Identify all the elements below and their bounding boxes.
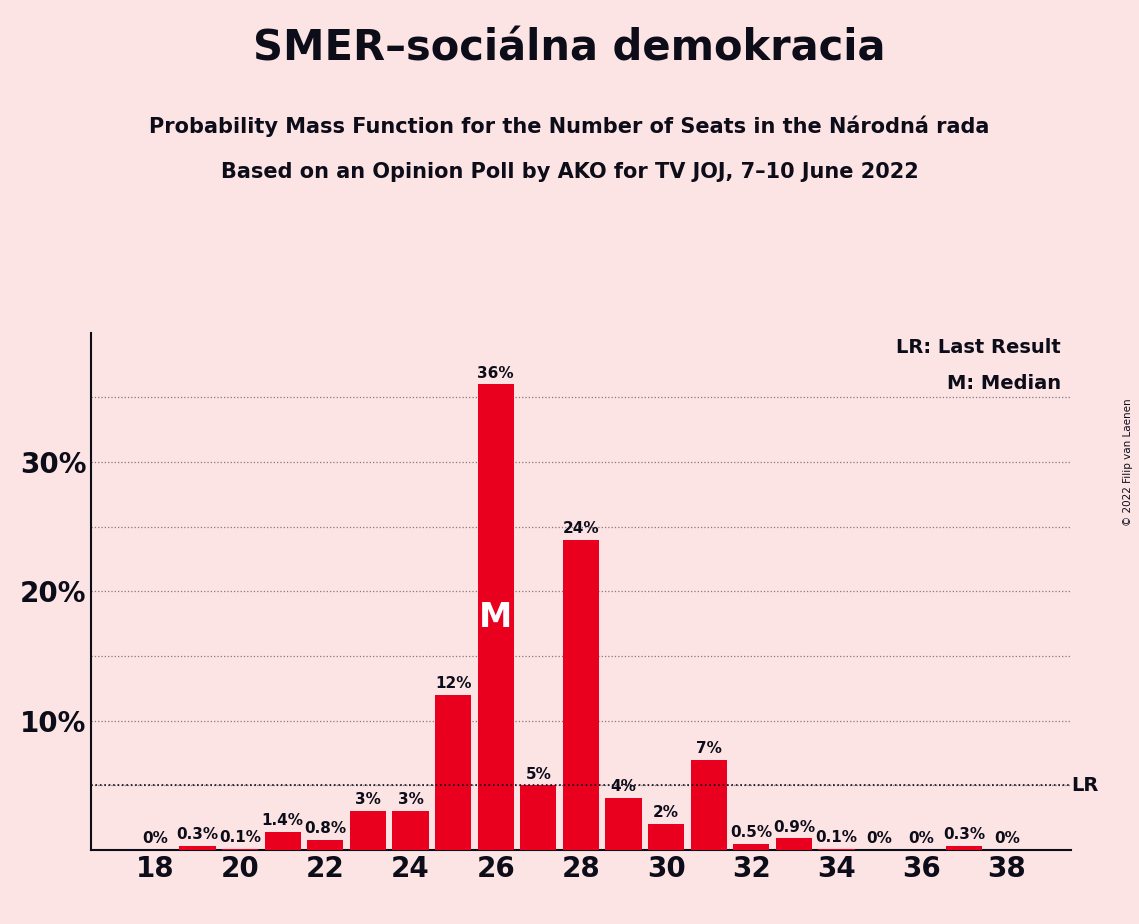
Bar xyxy=(776,838,812,850)
Text: 1.4%: 1.4% xyxy=(262,813,304,828)
Text: M: Median: M: Median xyxy=(947,374,1060,393)
Bar xyxy=(180,846,215,850)
Bar xyxy=(393,811,428,850)
Text: © 2022 Filip van Laenen: © 2022 Filip van Laenen xyxy=(1123,398,1133,526)
Text: Based on an Opinion Poll by AKO for TV JOJ, 7–10 June 2022: Based on an Opinion Poll by AKO for TV J… xyxy=(221,162,918,182)
Text: 0.3%: 0.3% xyxy=(943,827,985,843)
Text: 0.1%: 0.1% xyxy=(219,830,261,845)
Text: LR: Last Result: LR: Last Result xyxy=(896,338,1060,357)
Text: 12%: 12% xyxy=(435,676,472,691)
Text: Probability Mass Function for the Number of Seats in the Národná rada: Probability Mass Function for the Number… xyxy=(149,116,990,137)
Bar xyxy=(264,832,301,850)
Text: 7%: 7% xyxy=(696,741,722,756)
Text: M: M xyxy=(480,601,513,634)
Bar xyxy=(350,811,386,850)
Text: 0%: 0% xyxy=(866,832,892,846)
Text: 0.1%: 0.1% xyxy=(816,830,858,845)
Bar xyxy=(605,798,641,850)
Text: 3%: 3% xyxy=(355,793,380,808)
Text: 2%: 2% xyxy=(653,806,679,821)
Text: 24%: 24% xyxy=(563,521,599,536)
Text: 5%: 5% xyxy=(525,767,551,782)
Bar xyxy=(648,824,685,850)
Bar xyxy=(563,540,599,850)
Text: 0.8%: 0.8% xyxy=(304,821,346,836)
Text: 0.3%: 0.3% xyxy=(177,827,219,843)
Text: SMER–sociálna demokracia: SMER–sociálna demokracia xyxy=(253,28,886,69)
Bar xyxy=(690,760,727,850)
Text: 0.5%: 0.5% xyxy=(730,825,772,840)
Text: 0.9%: 0.9% xyxy=(772,820,814,834)
Bar xyxy=(521,785,556,850)
Text: 36%: 36% xyxy=(477,366,514,381)
Bar xyxy=(308,840,344,850)
Bar xyxy=(435,695,472,850)
Bar xyxy=(477,384,514,850)
Text: LR: LR xyxy=(1072,776,1099,795)
Bar xyxy=(734,844,769,850)
Text: 3%: 3% xyxy=(398,793,424,808)
Bar xyxy=(222,849,259,850)
Bar xyxy=(947,846,982,850)
Text: 0%: 0% xyxy=(909,832,934,846)
Text: 0%: 0% xyxy=(142,832,167,846)
Text: 0%: 0% xyxy=(994,832,1019,846)
Text: 4%: 4% xyxy=(611,780,637,795)
Bar xyxy=(818,849,854,850)
